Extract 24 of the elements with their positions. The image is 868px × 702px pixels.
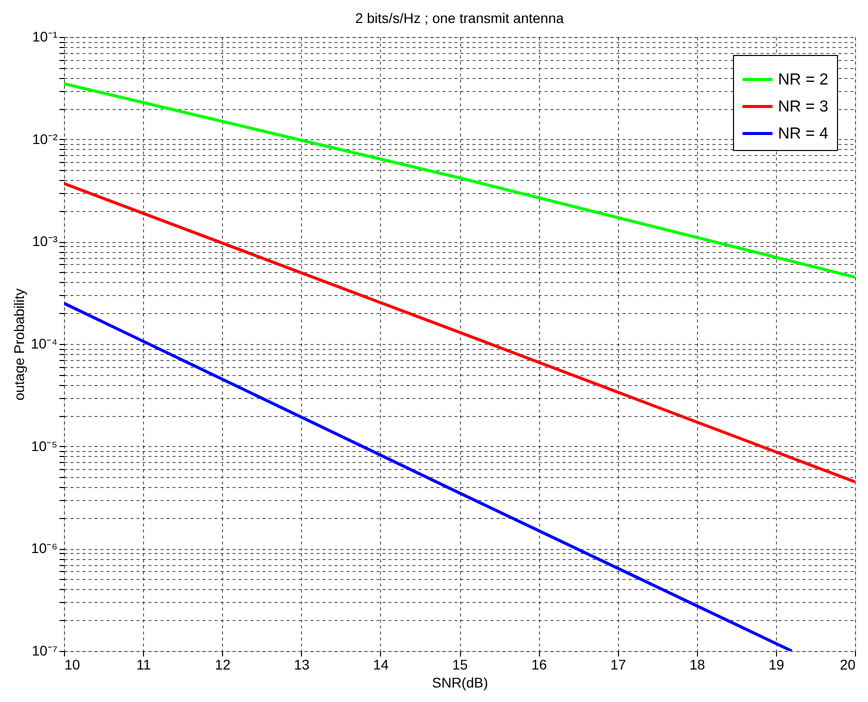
y-tick-label: 10⁻² xyxy=(32,130,58,147)
x-tick-label: 20 xyxy=(840,656,856,672)
y-tick-label: 10⁻⁶ xyxy=(31,540,58,556)
x-tick-label: 16 xyxy=(531,656,548,672)
x-tick-label: 17 xyxy=(610,656,626,672)
x-tick-label: 19 xyxy=(768,656,784,672)
x-tick-label: 18 xyxy=(690,656,706,672)
y-tick-label: 10⁻³ xyxy=(32,233,58,250)
chart-title: 2 bits/s/Hz ; one transmit antenna xyxy=(355,10,564,26)
y-tick-label: 10⁻¹ xyxy=(32,28,58,44)
y-axis-title: outage Probability xyxy=(10,288,27,401)
x-tick-label: 15 xyxy=(452,656,468,672)
legend-label: NR = 3 xyxy=(778,98,828,116)
x-tick-label: 12 xyxy=(214,656,231,672)
y-tick-label: 10⁻⁷ xyxy=(32,642,58,658)
x-tick-label: 11 xyxy=(136,656,152,672)
y-tick-label: 10⁻⁵ xyxy=(31,438,58,454)
x-tick-label: 14 xyxy=(373,656,389,672)
x-axis-title: SNR(dB) xyxy=(432,674,488,690)
x-tick-label: 13 xyxy=(294,656,310,672)
legend-label: NR = 2 xyxy=(778,72,828,88)
y-tick-label: 10⁻⁴ xyxy=(30,336,58,352)
legend-label: NR = 4 xyxy=(778,126,828,142)
x-tick-label: 10 xyxy=(64,656,80,672)
